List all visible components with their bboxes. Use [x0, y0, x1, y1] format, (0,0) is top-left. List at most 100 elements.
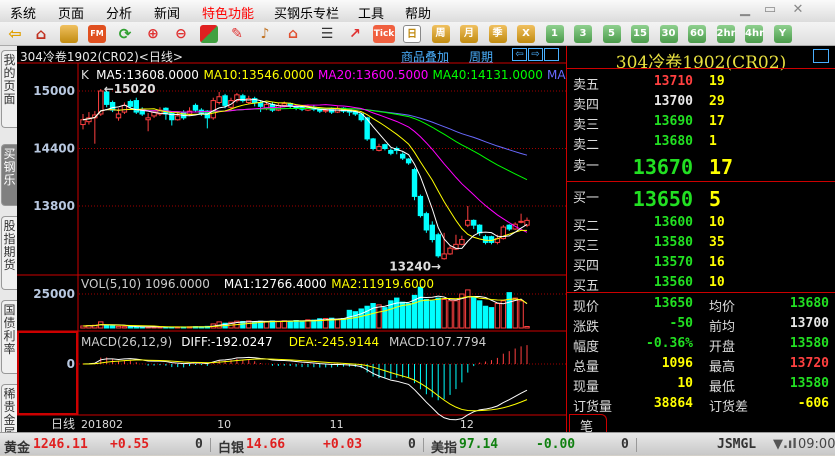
macd-legend-1: DIFF:-192.0247: [181, 335, 273, 349]
minimize-button[interactable]: ▁: [740, 2, 750, 17]
kline-chart-panel[interactable]: 304冷卷1902(CR02)<日线> 商品叠加 周期 ⇦ ⇨ 15000 144…: [17, 46, 608, 432]
tab-precious-metals[interactable]: 稀贵金属: [1, 384, 17, 440]
menu-help[interactable]: 帮助: [405, 7, 432, 22]
ma-legend-2: MA10:13546.0000: [203, 68, 314, 82]
candle-body: [251, 98, 258, 104]
stat-l1: 涨跌: [573, 320, 600, 335]
candle-body: [216, 96, 222, 103]
period-button-X[interactable]: X: [517, 25, 535, 43]
period-button-周[interactable]: 周: [431, 25, 450, 43]
bell-icon[interactable]: ♪: [260, 26, 270, 42]
candle-body: [210, 100, 216, 119]
period-button-2hr[interactable]: 2hr: [716, 25, 736, 43]
low-price-label: 13240→: [389, 260, 441, 274]
tab-trades[interactable]: 笔: [569, 414, 607, 435]
candle-body: [417, 195, 424, 217]
price-tick: 15000: [33, 84, 75, 98]
macd-tick: 0: [67, 357, 75, 371]
ma-legend-3: MA20:13600.5000: [318, 68, 429, 82]
vol-legend-2: MA2:11919.6000: [331, 277, 435, 291]
ask-row-price: 13710: [653, 74, 693, 89]
ma-legend-4: MA40:14131.0000: [432, 68, 543, 82]
ticker-change: +0.03: [323, 437, 363, 452]
list-icon[interactable]: ☰: [320, 26, 334, 42]
period-button-30[interactable]: 30: [659, 25, 678, 43]
volume-bar: [115, 325, 122, 329]
volume-bar: [512, 297, 518, 329]
basket-icon[interactable]: ⌂: [287, 26, 299, 42]
close-button[interactable]: ✕: [792, 2, 804, 17]
zoom-in-icon[interactable]: ⊕: [147, 26, 159, 42]
tab-my-page[interactable]: 我的页面: [1, 50, 17, 128]
home-icon[interactable]: ⌂: [35, 25, 47, 43]
bid-row-qty: 10: [709, 275, 725, 290]
maximize-quote-icon[interactable]: [813, 49, 829, 63]
menu-system[interactable]: 系统: [10, 7, 37, 22]
fm-icon[interactable]: FM: [88, 25, 106, 43]
menu-tools[interactable]: 工具: [358, 7, 385, 22]
volume-bar: [328, 317, 335, 329]
x-tick-label: 10: [217, 418, 231, 431]
ask-row-qty: 19: [709, 74, 725, 89]
period-button-Y[interactable]: Y: [773, 25, 792, 43]
ask-row-qty: 1: [709, 134, 717, 149]
notes-icon[interactable]: [60, 25, 78, 43]
window-icon[interactable]: [200, 25, 218, 43]
candle-body: [447, 247, 453, 255]
candle-body: [98, 90, 104, 115]
ticker-name[interactable]: 黄金: [4, 441, 31, 456]
tab-bond-rates[interactable]: 国债利率: [1, 300, 17, 374]
stat-l2: 最低: [709, 380, 736, 395]
period-button-季[interactable]: 季: [488, 25, 507, 43]
overlay-link[interactable]: 商品叠加: [401, 50, 450, 64]
scroll-left-icon[interactable]: ⇦: [512, 48, 527, 61]
signal-icon: ▼.ıl: [773, 437, 797, 452]
divider: [423, 438, 424, 452]
zoom-out-icon[interactable]: ⊖: [175, 26, 187, 42]
high-price-label: ←15020: [104, 82, 156, 96]
ticker-price: 97.14: [459, 437, 499, 452]
ask-row-qty: 29: [709, 94, 725, 109]
stat-l2: 最高: [709, 360, 736, 375]
ask-row-price: 13680: [653, 134, 693, 149]
menu-special[interactable]: 特色功能: [202, 7, 255, 22]
ticker-name[interactable]: 美指: [431, 441, 458, 456]
period-button-4hr[interactable]: 4hr: [745, 25, 764, 43]
tab-stock-futures[interactable]: 股指期货: [1, 216, 17, 290]
volume-bar: [453, 300, 459, 329]
candle-body: [109, 102, 116, 111]
maximize-button[interactable]: ▭: [763, 2, 777, 17]
chart-icon[interactable]: ↗: [349, 26, 361, 42]
menu-page[interactable]: 页面: [58, 7, 85, 22]
back-arrow-icon[interactable]: ⇦: [8, 24, 22, 43]
volume-bar: [399, 301, 406, 329]
tab-maigangle[interactable]: 买钢乐: [1, 144, 17, 206]
scroll-right-icon[interactable]: ⇨: [528, 48, 543, 61]
menu-analysis[interactable]: 分析: [106, 7, 133, 22]
tick-icon[interactable]: Tick: [373, 25, 395, 43]
menu-column[interactable]: 买钢乐专栏: [274, 7, 340, 22]
x-tick-label: 201802: [81, 418, 123, 431]
period-button-5[interactable]: 5: [602, 25, 621, 43]
period-button-1[interactable]: 1: [545, 25, 564, 43]
candle-body: [471, 219, 477, 226]
price-tick: 14400: [33, 142, 75, 156]
layout-icon[interactable]: [544, 48, 559, 61]
period-button-60[interactable]: 60: [688, 25, 706, 43]
refresh-icon[interactable]: ⟳: [118, 25, 132, 43]
date-axis-label: 日线: [51, 417, 75, 431]
period-button-月[interactable]: 月: [460, 25, 478, 43]
period-link[interactable]: 周期: [469, 50, 494, 64]
ask-row-price: 13690: [653, 114, 693, 129]
period-button-日[interactable]: 日: [403, 25, 421, 43]
menu-news[interactable]: 新闻: [154, 7, 181, 22]
ticker-name[interactable]: 白银: [218, 441, 245, 456]
period-button-3[interactable]: 3: [574, 25, 592, 43]
period-button-15[interactable]: 15: [631, 25, 649, 43]
volume-bar: [275, 320, 282, 329]
stat-v2: 13680: [789, 296, 829, 311]
ask-row-label: 卖三: [573, 118, 600, 133]
ma-legend-0: K: [81, 68, 89, 82]
pencil-icon[interactable]: ✎: [231, 26, 243, 42]
left-tab-bar: 我的页面 买钢乐 股指期货 国债利率 稀贵金属: [0, 46, 17, 440]
